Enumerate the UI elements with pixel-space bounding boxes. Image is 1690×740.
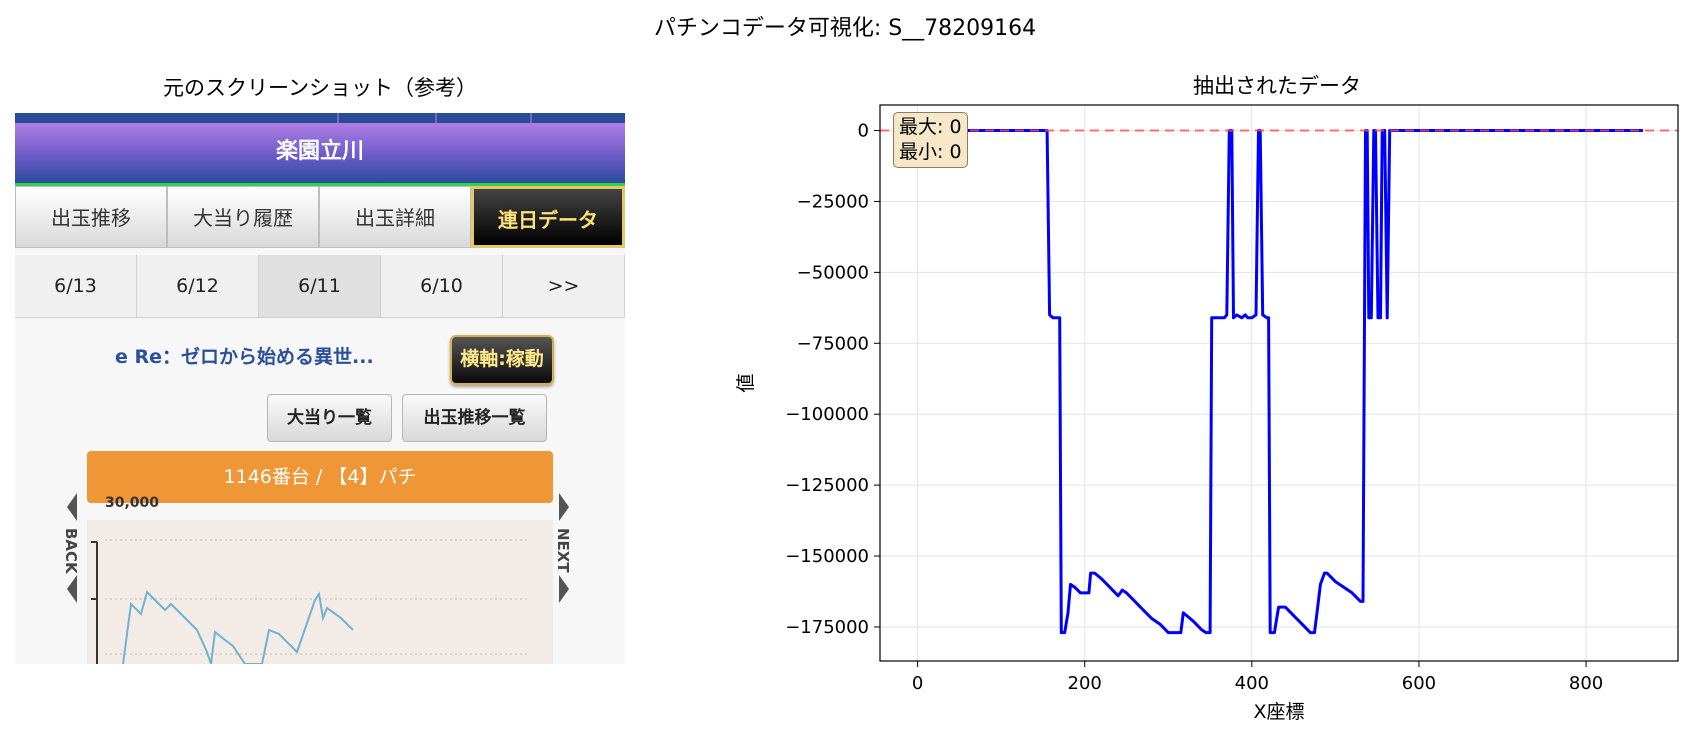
data-series-line xyxy=(917,129,1643,635)
mini-payout-chart xyxy=(87,520,553,664)
y-tick-label: −150000 xyxy=(785,546,869,567)
machine-title: e Re：ゼロから始める異世... xyxy=(115,346,374,368)
strip-tick xyxy=(530,113,532,123)
date-tab-0611[interactable]: 6/11 xyxy=(259,255,381,317)
site-banner: 楽園立川 xyxy=(15,123,625,186)
date-tab-0613[interactable]: 6/13 xyxy=(15,255,137,317)
x-axis-label: X座標 xyxy=(1253,701,1304,723)
x-tick-label: 0 xyxy=(912,673,923,694)
mini-y-label: 30,000 xyxy=(105,495,160,511)
chart-title: 抽出されたデータ xyxy=(1193,74,1361,98)
left-panel-title: 元のスクリーンショット（参考） xyxy=(163,76,477,100)
reference-screenshot: 楽園立川 出玉推移 大当り履歴 出玉詳細 連日データ 6/13 6/12 6/1… xyxy=(15,113,625,664)
y-tick-label: −100000 xyxy=(785,404,869,425)
strip-tick xyxy=(435,113,437,123)
figure-title: パチンコデータ可視化: S__78209164 xyxy=(653,16,1037,41)
y-tick-label: −125000 xyxy=(785,475,869,496)
x-tick-label: 600 xyxy=(1402,673,1436,694)
x-tick-label: 800 xyxy=(1569,673,1603,694)
next-label[interactable]: NEXT xyxy=(554,528,572,573)
y-tick-label: −25000 xyxy=(797,191,869,212)
back-label[interactable]: BACK xyxy=(62,528,80,574)
strip-tick xyxy=(337,113,339,123)
grid-layer xyxy=(880,105,1678,661)
tab-payout-trend[interactable]: 出玉推移 xyxy=(15,186,167,248)
stats-legend: 最大: 0 最小: 0 xyxy=(893,112,968,168)
back-arrow-icon[interactable] xyxy=(65,493,79,603)
date-tab-0610[interactable]: 6/10 xyxy=(381,255,503,317)
plot-frame xyxy=(879,104,1679,662)
y-tick-label: 0 xyxy=(858,121,869,142)
next-arrow-icon[interactable] xyxy=(557,493,571,603)
mini-payout-line xyxy=(122,590,354,664)
mini-chart-svg xyxy=(91,539,527,664)
date-selector: 6/13 6/12 6/11 6/10 >> xyxy=(15,255,625,318)
y-tick-label: −75000 xyxy=(797,333,869,354)
payout-list-button[interactable]: 出玉推移一覧 xyxy=(402,394,547,442)
jackpot-list-button[interactable]: 大当り一覧 xyxy=(267,394,392,442)
axis-toggle-button[interactable]: 横軸:稼動 xyxy=(450,335,554,385)
y-tick-label: −50000 xyxy=(797,262,869,283)
machine-number-banner: 1146番台 / 【4】パチ xyxy=(87,451,553,503)
x-tick-label: 200 xyxy=(1068,673,1102,694)
y-axis-label: 値 xyxy=(735,373,757,392)
plot-layer xyxy=(880,129,1678,635)
tab-payout-detail[interactable]: 出玉詳細 xyxy=(319,186,471,248)
tab-jackpot-history[interactable]: 大当り履歴 xyxy=(167,186,319,248)
x-tick-label: 400 xyxy=(1235,673,1269,694)
y-tick-label: −175000 xyxy=(785,617,869,638)
legend-min: 最小: 0 xyxy=(899,141,962,163)
tick-layer: 0 200 400 600 800 0 −25000 −50000 −75000 −100000 −… xyxy=(785,121,1603,694)
legend-max: 最大: 0 xyxy=(899,116,962,138)
top-strip xyxy=(15,113,625,123)
date-tab-0612[interactable]: 6/12 xyxy=(137,255,259,317)
data-tabs: 出玉推移 大当り履歴 出玉詳細 連日データ xyxy=(15,186,625,250)
date-tab-next[interactable]: >> xyxy=(503,255,625,317)
tab-daily-data[interactable]: 連日データ xyxy=(471,186,625,248)
